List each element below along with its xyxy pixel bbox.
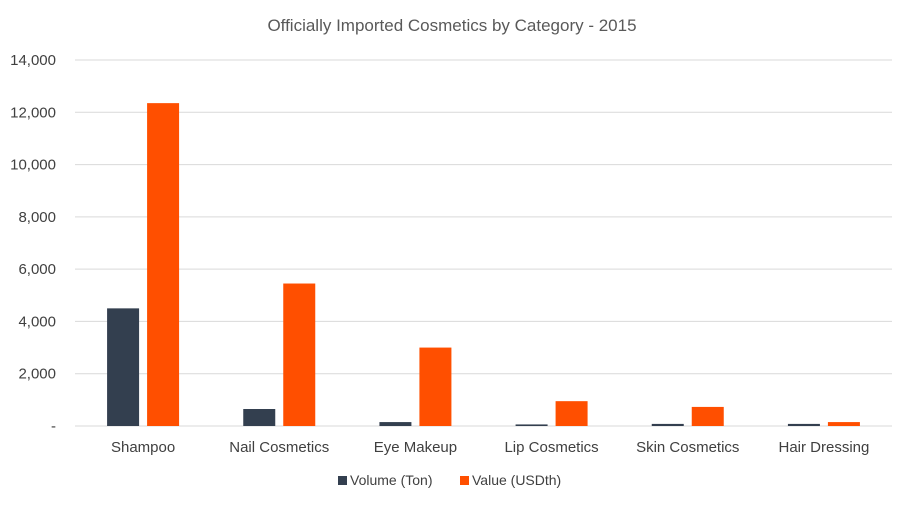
bar-value xyxy=(691,406,724,426)
x-axis-category-labels: Shampoo Nail Cosmetics Eye Makeup Lip Cosme… xyxy=(111,439,869,456)
bar-volume xyxy=(787,423,820,426)
bar-value xyxy=(283,283,316,426)
y-tick-label: - xyxy=(51,418,56,435)
y-tick-label: 4,000 xyxy=(18,313,56,330)
bar-volume xyxy=(107,308,140,426)
bar-value xyxy=(147,103,180,426)
bars xyxy=(107,103,860,426)
y-axis-tick-labels: - 2,000 4,000 6,000 8,000 10,000 12,000 14,000 xyxy=(10,52,56,435)
y-tick-label: 8,000 xyxy=(18,209,56,226)
y-tick-label: 6,000 xyxy=(18,261,56,278)
x-category-label: Lip Cosmetics xyxy=(504,439,598,456)
bar-value xyxy=(555,401,588,426)
y-tick-label: 14,000 xyxy=(10,52,56,69)
x-category-label: Nail Cosmetics xyxy=(229,439,329,456)
chart-title: Officially Imported Cosmetics by Categor… xyxy=(267,16,636,35)
x-category-label: Hair Dressing xyxy=(778,439,869,456)
bar-volume xyxy=(379,422,412,426)
x-category-label: Shampoo xyxy=(111,439,175,456)
bar-value xyxy=(827,422,860,426)
bar-volume xyxy=(651,423,684,426)
y-tick-label: 12,000 xyxy=(10,104,56,121)
legend-swatch xyxy=(338,476,347,485)
legend-label: Value (USDth) xyxy=(472,472,561,488)
y-tick-label: 2,000 xyxy=(18,366,56,383)
legend-swatch xyxy=(460,476,469,485)
y-tick-label: 10,000 xyxy=(10,157,56,174)
x-category-label: Skin Cosmetics xyxy=(636,439,739,456)
bar-volume xyxy=(515,424,548,426)
gridlines xyxy=(75,59,892,427)
x-category-label: Eye Makeup xyxy=(374,439,457,456)
bar-volume xyxy=(243,409,276,426)
legend: Volume (Ton) Value (USDth) xyxy=(338,472,561,488)
bar-value xyxy=(419,347,452,426)
legend-label: Volume (Ton) xyxy=(350,472,432,488)
